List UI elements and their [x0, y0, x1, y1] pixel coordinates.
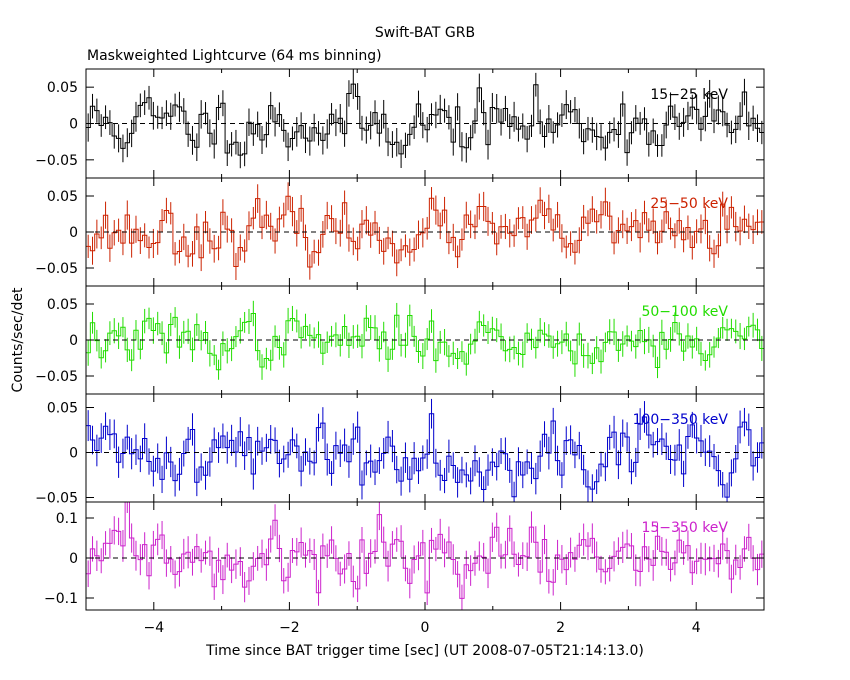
y-tick-label: −0.05	[35, 261, 78, 277]
panel-25-50-kev: −0.05 0 0.05 25−50 keV	[35, 177, 765, 287]
panel-50-100-kev: −0.05 0 0.05 50−100 keV	[35, 285, 765, 395]
chart-subtitle: Maskweighted Lightcurve (64 ms binning)	[87, 48, 382, 64]
y-tick-label: 0	[69, 333, 78, 349]
y-tick-label: −0.05	[35, 369, 78, 385]
step-line	[86, 312, 764, 371]
step-line	[86, 83, 764, 156]
band-label: 25−50 keV	[650, 196, 728, 212]
band-label: 100−350 keV	[633, 412, 729, 428]
chart-title: Swift-BAT GRB	[375, 25, 475, 41]
x-tick-label: 0	[421, 620, 430, 636]
y-axis-label: Counts/sec/det	[10, 287, 26, 392]
band-label: 15−25 keV	[650, 87, 728, 103]
y-tick-label: 0	[69, 117, 78, 133]
x-tick-label: −2	[279, 620, 300, 636]
y-tick-label: −0.1	[44, 591, 78, 607]
y-tick-label: −0.05	[35, 491, 78, 507]
y-tick-label: 0.05	[47, 189, 78, 205]
x-tick-label: −4	[143, 620, 164, 636]
x-tick-label: 4	[692, 620, 701, 636]
x-axis-label: Time since BAT trigger time [sec] (UT 20…	[205, 643, 644, 659]
step-line	[86, 195, 764, 268]
y-tick-label: 0	[69, 551, 78, 567]
y-tick-label: 0.1	[56, 511, 78, 527]
panel-15-350-kev: −0.1 0 0.1 15−350 keV	[44, 501, 765, 611]
y-tick-label: 0	[69, 225, 78, 241]
data-series	[86, 182, 764, 281]
band-label: 50−100 keV	[641, 304, 728, 320]
data-series	[86, 69, 764, 169]
panel-100-350-kev: −0.05 0 0.05 100−350 keV	[35, 393, 765, 507]
y-tick-label: 0.05	[47, 297, 78, 313]
x-tick-label: 2	[556, 620, 565, 636]
step-line	[86, 413, 764, 498]
data-series	[86, 502, 764, 610]
y-tick-label: 0.05	[47, 80, 78, 96]
y-tick-label: 0.05	[47, 401, 78, 417]
y-tick-label: −0.05	[35, 153, 78, 169]
y-tick-label: 0	[69, 446, 78, 462]
data-series	[86, 300, 764, 380]
data-series	[86, 398, 764, 502]
panel-15-25-kev: −0.05 0 0.05 15−25 keV	[35, 68, 765, 179]
band-label: 15−350 keV	[641, 520, 728, 536]
